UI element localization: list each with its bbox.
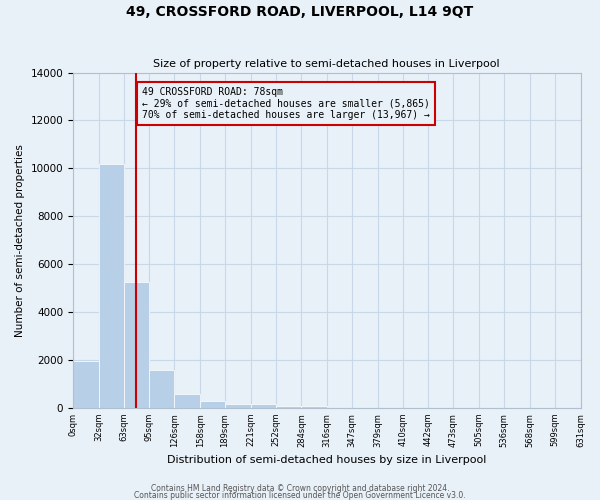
- Bar: [301, 406, 327, 408]
- Bar: [73, 361, 99, 408]
- Bar: [99, 164, 124, 408]
- Bar: [175, 394, 200, 408]
- Bar: [225, 404, 251, 408]
- Text: Contains public sector information licensed under the Open Government Licence v3: Contains public sector information licen…: [134, 491, 466, 500]
- Bar: [200, 400, 225, 408]
- Text: 49 CROSSFORD ROAD: 78sqm
← 29% of semi-detached houses are smaller (5,865)
70% o: 49 CROSSFORD ROAD: 78sqm ← 29% of semi-d…: [142, 87, 430, 120]
- Title: Size of property relative to semi-detached houses in Liverpool: Size of property relative to semi-detach…: [154, 59, 500, 69]
- Bar: [149, 370, 175, 408]
- Bar: [275, 406, 301, 408]
- Text: 49, CROSSFORD ROAD, LIVERPOOL, L14 9QT: 49, CROSSFORD ROAD, LIVERPOOL, L14 9QT: [127, 5, 473, 19]
- Bar: [124, 282, 149, 408]
- Text: Contains HM Land Registry data © Crown copyright and database right 2024.: Contains HM Land Registry data © Crown c…: [151, 484, 449, 493]
- Bar: [251, 404, 275, 408]
- Y-axis label: Number of semi-detached properties: Number of semi-detached properties: [15, 144, 25, 336]
- X-axis label: Distribution of semi-detached houses by size in Liverpool: Distribution of semi-detached houses by …: [167, 455, 487, 465]
